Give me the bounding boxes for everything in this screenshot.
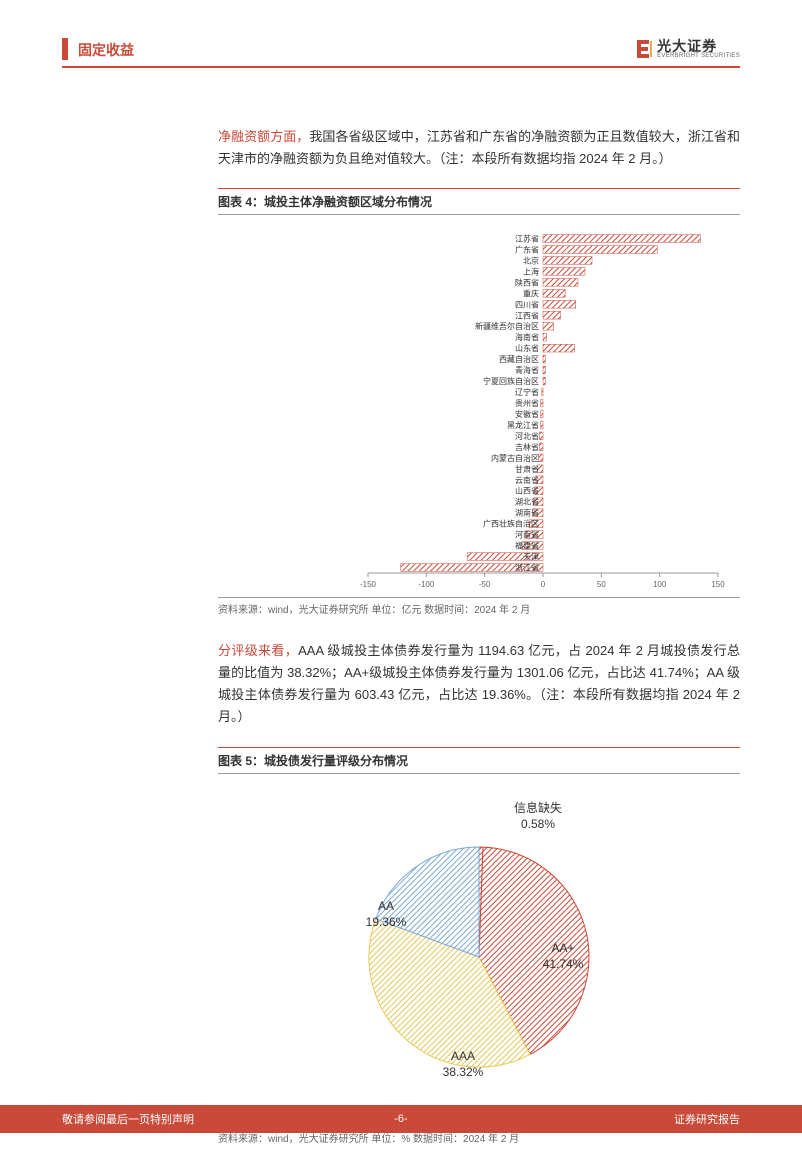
footer-left: 敬请参阅最后一页特别声明	[62, 1111, 194, 1127]
svg-text:广西壮族自治区: 广西壮族自治区	[483, 519, 539, 529]
para1-highlight: 净融资额方面，	[218, 129, 309, 144]
svg-text:41.74%: 41.74%	[543, 957, 584, 971]
svg-text:150: 150	[711, 580, 725, 589]
svg-text:新疆维吾尔自治区: 新疆维吾尔自治区	[475, 321, 539, 331]
svg-text:海南省: 海南省	[515, 332, 539, 342]
main-content: 净融资额方面，我国各省级区域中，江苏省和广东省的净融资额为正且数值较大，浙江省和…	[218, 126, 740, 1169]
svg-text:湖南省: 湖南省	[515, 508, 539, 518]
svg-text:AA: AA	[378, 899, 394, 913]
svg-text:安徽省: 安徽省	[515, 409, 539, 419]
para2-highlight: 分评级来看，	[218, 643, 298, 658]
logo-en: EVERBRIGHT SECURITIES	[657, 53, 740, 59]
svg-text:信息缺失: 信息缺失	[514, 800, 562, 815]
svg-text:湖北省: 湖北省	[515, 497, 539, 507]
svg-text:-50: -50	[479, 580, 491, 589]
footer-page-number: -6-	[394, 1113, 407, 1125]
svg-text:青海省: 青海省	[515, 365, 539, 375]
svg-text:浙江省: 浙江省	[515, 563, 539, 573]
header-title: 固定收益	[78, 40, 134, 60]
chart4-title-row: 图表 4：城投主体净融资额区域分布情况	[218, 188, 740, 215]
page-header: 固定收益 光大证券 EVERBRIGHT SECURITIES	[0, 38, 802, 68]
svg-text:100: 100	[653, 580, 667, 589]
svg-text:北京: 北京	[523, 256, 539, 266]
paragraph-2: 分评级来看，AAA 级城投主体债券发行量为 1194.63 亿元，占 2024 …	[218, 640, 740, 728]
header-divider	[62, 66, 740, 68]
svg-text:陕西省: 陕西省	[515, 278, 539, 288]
svg-text:贵州省: 贵州省	[515, 398, 539, 408]
svg-text:黑龙江省: 黑龙江省	[507, 420, 539, 430]
paragraph-1: 净融资额方面，我国各省级区域中，江苏省和广东省的净融资额为正且数值较大，浙江省和…	[218, 126, 740, 170]
logo-icon	[635, 38, 653, 60]
svg-text:山东省: 山东省	[515, 343, 539, 353]
chart5-title: 图表 5：城投债发行量评级分布情况	[218, 752, 740, 769]
svg-text:辽宁省: 辽宁省	[515, 387, 539, 397]
header-accent-bar	[62, 38, 68, 60]
svg-text:四川省: 四川省	[515, 299, 539, 309]
svg-text:-100: -100	[418, 580, 435, 589]
svg-text:江苏省: 江苏省	[515, 234, 539, 244]
svg-text:AA+: AA+	[551, 941, 574, 955]
svg-text:19.36%: 19.36%	[366, 915, 407, 929]
chart4-title: 图表 4：城投主体净融资额区域分布情况	[218, 193, 740, 210]
chart5-pie-chart: 信息缺失 0.58% AA+ 41.74% AAA 38.32% AA 19.36%	[218, 782, 740, 1122]
svg-text:重庆: 重庆	[523, 289, 539, 299]
svg-text:江西省: 江西省	[515, 310, 539, 320]
svg-text:-150: -150	[360, 580, 377, 589]
chart5-title-row: 图表 5：城投债发行量评级分布情况	[218, 747, 740, 774]
svg-text:内蒙古自治区: 内蒙古自治区	[491, 453, 539, 463]
svg-text:AAA: AAA	[451, 1049, 475, 1063]
chart4-source: 资料来源：wind，光大证券研究所 单位：亿元 数据时间：2024 年 2 月	[218, 597, 740, 616]
svg-text:天津: 天津	[523, 552, 539, 562]
svg-text:河北省: 河北省	[515, 431, 539, 441]
svg-text:甘肃省: 甘肃省	[515, 464, 539, 474]
svg-text:上海: 上海	[523, 267, 539, 277]
page-footer: 敬请参阅最后一页特别声明 -6- 证券研究报告	[0, 1105, 802, 1133]
footer-right: 证券研究报告	[674, 1111, 740, 1127]
svg-text:山西省: 山西省	[515, 486, 539, 496]
svg-text:吉林省: 吉林省	[515, 442, 539, 452]
svg-text:西藏自治区: 西藏自治区	[499, 354, 539, 364]
svg-text:福建省: 福建省	[515, 541, 539, 551]
svg-text:38.32%: 38.32%	[443, 1065, 484, 1079]
svg-text:宁夏回族自治区: 宁夏回族自治区	[483, 376, 539, 386]
svg-text:广东省: 广东省	[515, 245, 539, 255]
company-logo: 光大证券 EVERBRIGHT SECURITIES	[635, 38, 740, 60]
chart4-bar-chart: 江苏省广东省北京上海陕西省重庆四川省江西省新疆维吾尔自治区海南省山东省西藏自治区…	[218, 223, 740, 593]
svg-text:河南省: 河南省	[515, 530, 539, 540]
svg-text:0.58%: 0.58%	[521, 817, 555, 831]
svg-text:0: 0	[541, 580, 546, 589]
logo-text: 光大证券 EVERBRIGHT SECURITIES	[657, 39, 740, 59]
logo-cn: 光大证券	[657, 39, 740, 53]
svg-text:云南省: 云南省	[515, 475, 539, 485]
svg-text:50: 50	[597, 580, 606, 589]
